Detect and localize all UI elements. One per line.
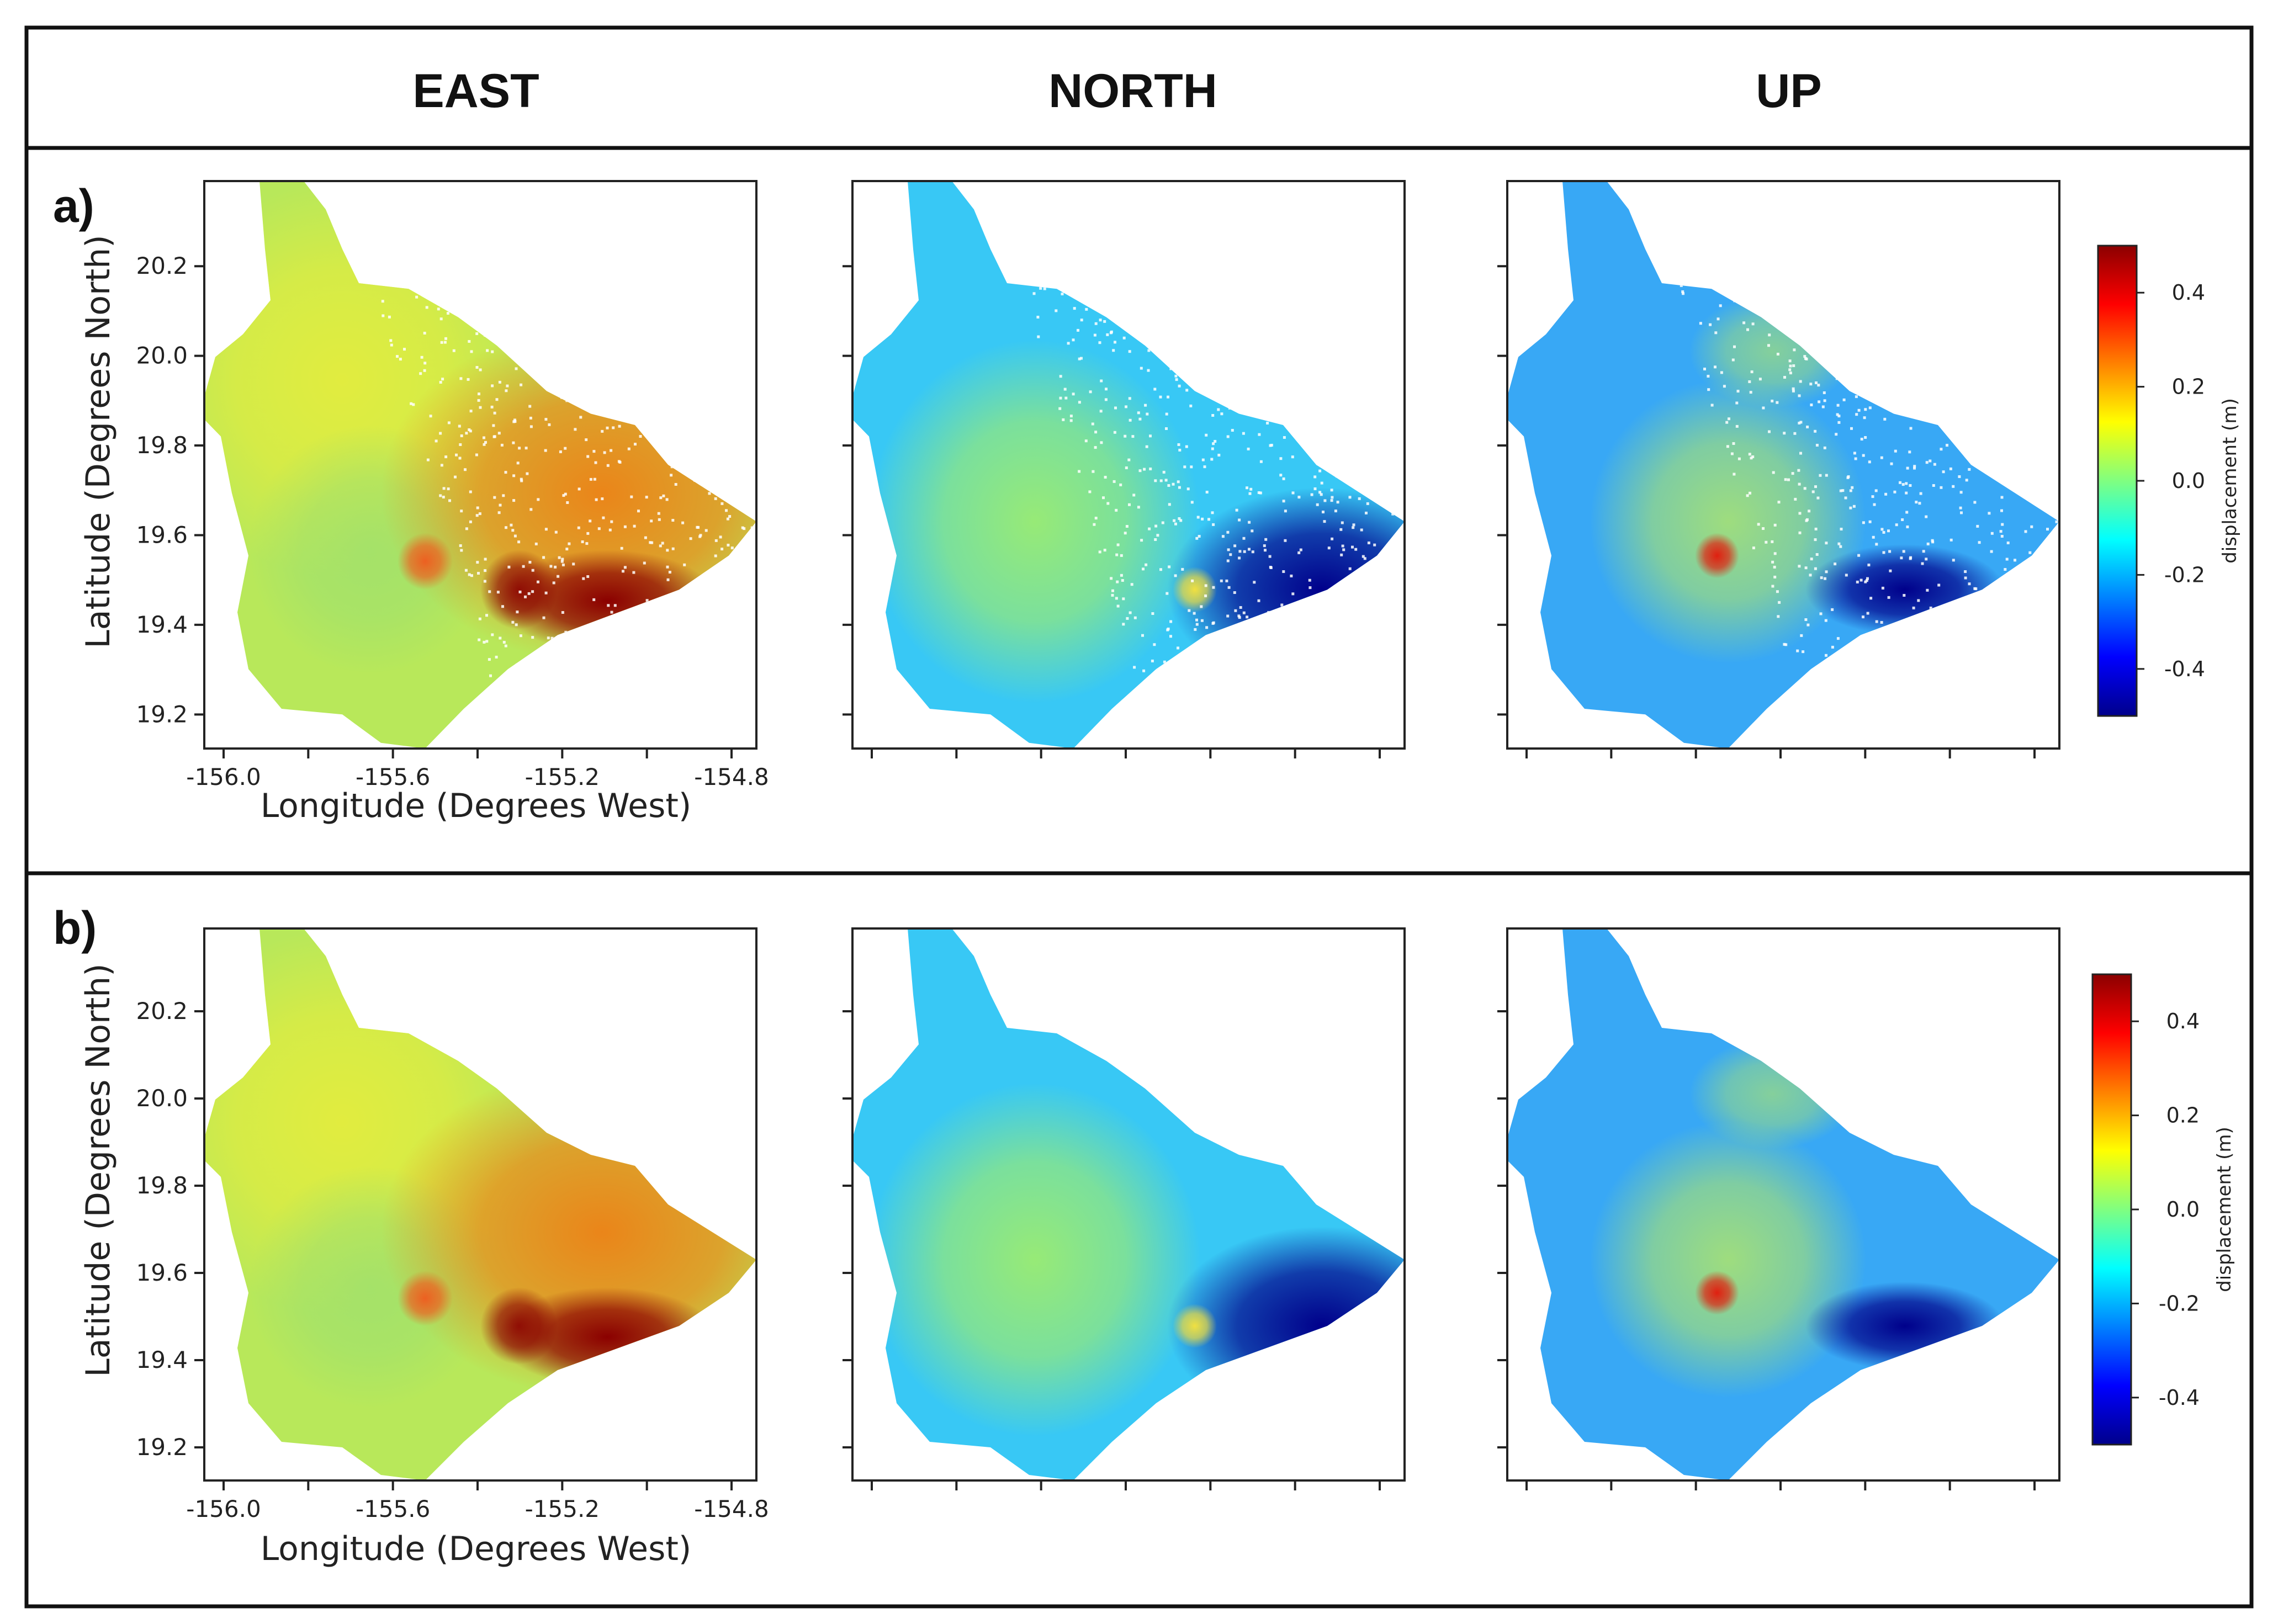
panel-label-b: b) [53,902,97,954]
x-tick-label: -154.8 [694,1495,769,1522]
figure-border [24,25,2254,1609]
y-tick-label: 19.6 [136,521,188,548]
map-east-b: 20.2 20.0 19.8 19.6 19.4 19.2 -156.0 -155.6 -155… [136,927,769,1522]
map-up-a [1497,180,2060,758]
x-tick-label: -156.0 [186,1495,261,1522]
colorbar-tick-label: 0.4 [2172,280,2205,305]
map-up-b [1497,927,2060,1490]
colorbar-tick-label: -0.4 [2159,1386,2200,1410]
column-title-east: EAST [412,65,539,118]
colorbar-tick-label: -0.2 [2164,562,2205,587]
colorbar-tick-label: 0.4 [2166,1009,2200,1033]
panel-label-a: a) [53,180,94,232]
map-frame [1506,180,2060,750]
y-axis-title-a: Latitude (Degrees North) [79,235,118,648]
colorbar-title: displacement (m) [2219,398,2241,564]
y-tick-label: 19.4 [136,1346,188,1373]
map-east-a: 20.2 20.0 19.8 19.6 19.4 19.2 -156.0 -155.6 -155… [136,180,769,790]
column-title-up: UP [1756,65,1821,118]
colorbar-a: 0.4 0.2 0.0 -0.2 -0.4 displacement (m) [2097,245,2241,717]
map-frame [203,180,757,750]
colorbar-tick-label: 0.2 [2166,1103,2200,1128]
y-tick-label: 20.0 [136,1085,188,1112]
colorbar-tick-label: 0.0 [2172,469,2205,493]
x-tick-label: -155.2 [525,763,600,790]
column-title-north: NORTH [1048,65,1217,118]
x-tick-label: -154.8 [694,763,769,790]
map-north-a [843,180,1406,758]
y-tick-label: 19.8 [136,1172,188,1199]
y-tick-label: 19.6 [136,1259,188,1286]
map-north-b [843,927,1406,1490]
y-axis-title-b: Latitude (Degrees North) [79,963,118,1377]
colorbar-tick-label: -0.2 [2159,1291,2200,1315]
y-tick-label: 20.0 [136,342,188,369]
map-frame [203,927,757,1482]
y-tick-label: 19.8 [136,432,188,459]
map-frame [1506,927,2060,1482]
y-tick-label: 20.2 [136,252,188,279]
x-axis-title-b: Longitude (Degrees West) [261,1530,692,1568]
x-tick-label: -155.6 [356,763,430,790]
colorbar-b: 0.4 0.2 0.0 -0.2 -0.4 displacement (m) [2091,973,2235,1446]
colorbar-tick-label: -0.4 [2164,657,2205,681]
colorbar-tick-label: 0.2 [2172,375,2205,399]
y-tick-label: 20.2 [136,997,188,1025]
y-tick-label: 19.4 [136,611,188,638]
colorbar-tick-label: 0.0 [2166,1197,2200,1222]
x-axis-title-a: Longitude (Degrees West) [261,787,692,825]
map-frame [851,180,1406,750]
x-tick-label: -156.0 [186,763,261,790]
map-frame [851,927,1406,1482]
colorbar-title: displacement (m) [2213,1127,2235,1292]
y-tick-label: 19.2 [136,700,188,728]
x-tick-label: -155.6 [356,1495,430,1522]
x-tick-label: -155.2 [525,1495,600,1522]
y-tick-label: 19.2 [136,1434,188,1461]
